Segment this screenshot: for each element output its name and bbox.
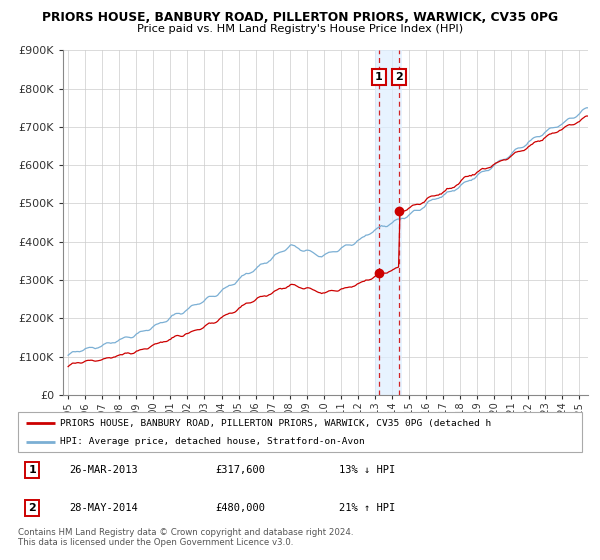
Bar [375,50,402,395]
Text: 1: 1 [28,465,36,475]
Text: 13% ↓ HPI: 13% ↓ HPI [340,465,396,475]
FancyBboxPatch shape [18,412,582,452]
Text: £480,000: £480,000 [215,503,265,513]
Text: PRIORS HOUSE, BANBURY ROAD, PILLERTON PRIORS, WARWICK, CV35 0PG: PRIORS HOUSE, BANBURY ROAD, PILLERTON PR… [42,11,558,24]
Text: Price paid vs. HM Land Registry's House Price Index (HPI): Price paid vs. HM Land Registry's House … [137,24,463,34]
Text: Contains HM Land Registry data © Crown copyright and database right 2024.
This d: Contains HM Land Registry data © Crown c… [18,528,353,547]
Text: HPI: Average price, detached house, Stratford-on-Avon: HPI: Average price, detached house, Stra… [60,437,365,446]
Text: £317,600: £317,600 [215,465,265,475]
Text: 2: 2 [395,72,403,82]
Text: 28-MAY-2014: 28-MAY-2014 [69,503,137,513]
Text: 1: 1 [375,72,383,82]
Text: PRIORS HOUSE, BANBURY ROAD, PILLERTON PRIORS, WARWICK, CV35 0PG (detached h: PRIORS HOUSE, BANBURY ROAD, PILLERTON PR… [60,419,491,428]
Text: 21% ↑ HPI: 21% ↑ HPI [340,503,396,513]
Text: 26-MAR-2013: 26-MAR-2013 [69,465,137,475]
Text: 2: 2 [28,503,36,513]
